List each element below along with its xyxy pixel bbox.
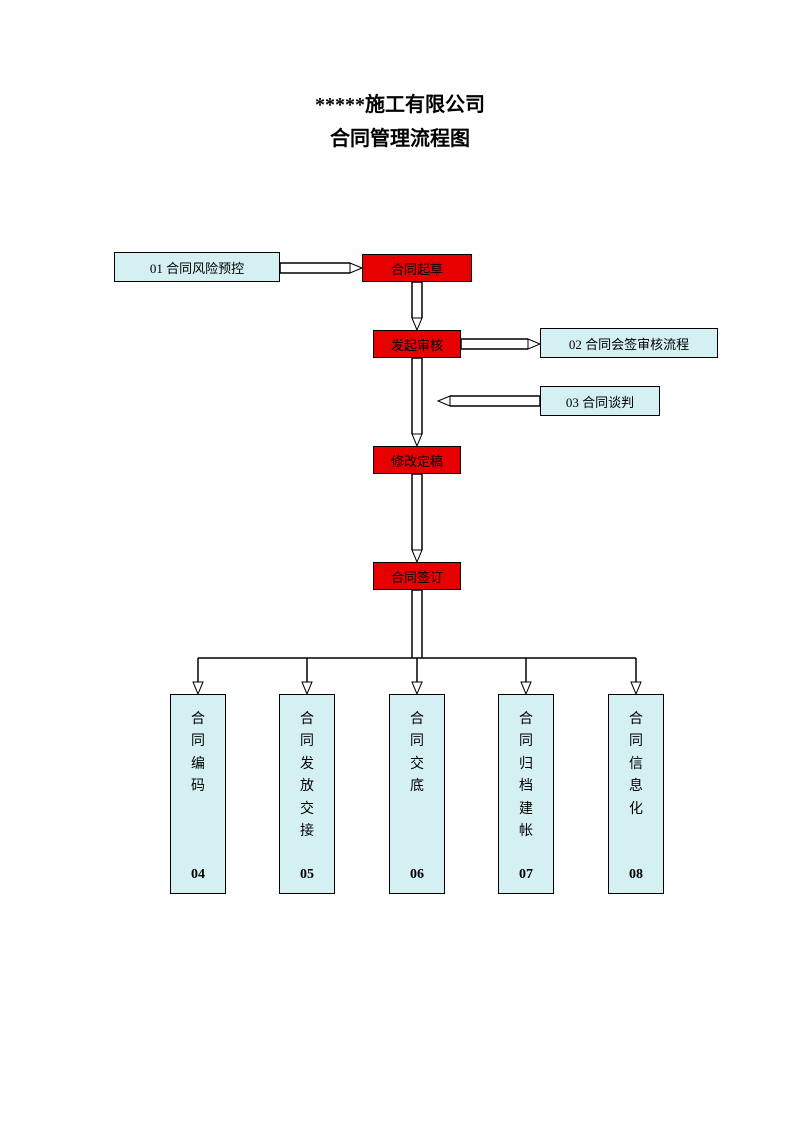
branch-box-05: 合同发放交接05	[279, 694, 335, 894]
node-review: 发起审核	[373, 330, 461, 358]
branch-box-06: 合同交底06	[389, 694, 445, 894]
node-revise: 修改定稿	[373, 446, 461, 474]
node-talk: 03 合同谈判	[540, 386, 660, 416]
branch-box-07: 合同归档建帐07	[498, 694, 554, 894]
branch-box-08: 合同信息化08	[608, 694, 664, 894]
branch-box-04: 合同编码04	[170, 694, 226, 894]
node-risk: 01 合同风险预控	[114, 252, 280, 282]
node-draft: 合同起草	[362, 254, 472, 282]
node-approve: 02 合同会签审核流程	[540, 328, 718, 358]
node-sign: 合同签订	[373, 562, 461, 590]
